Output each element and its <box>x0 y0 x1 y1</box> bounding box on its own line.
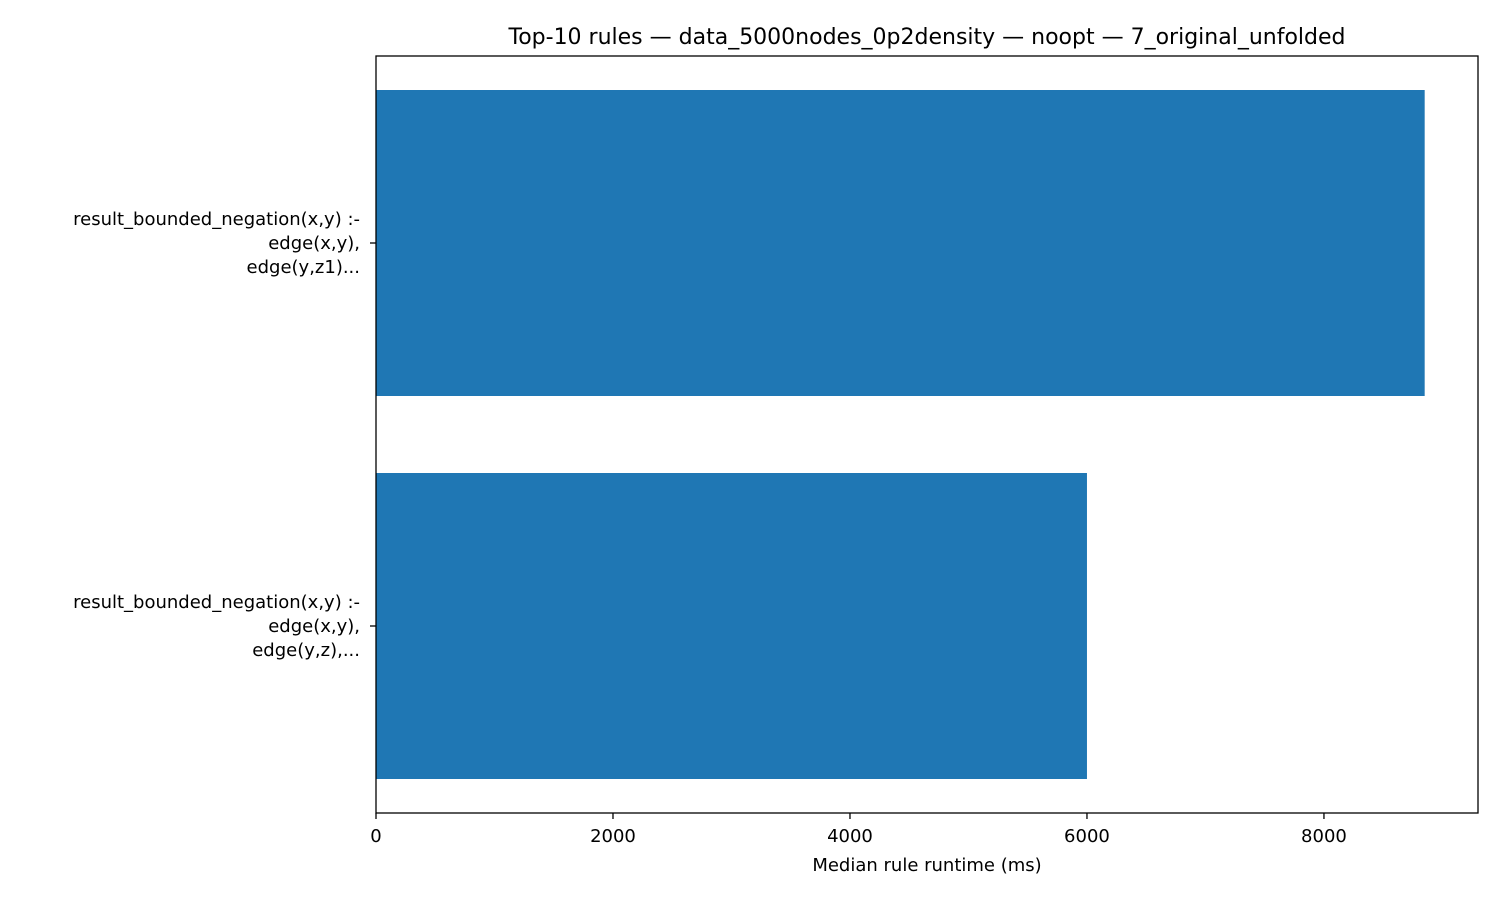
category-label-line: result_bounded_negation(x,y) :- <box>73 209 360 230</box>
category-label-2: result_bounded_negation(x,y) :- edge(x,y)… <box>73 592 360 661</box>
x-tick-label-6000: 6000 <box>1064 826 1110 847</box>
bars-group <box>376 90 1425 779</box>
x-tick-label-4000: 4000 <box>827 826 873 847</box>
x-tick-label-2000: 2000 <box>590 826 636 847</box>
chart-title: Top-10 rules — data_5000nodes_0p2density… <box>508 25 1346 50</box>
category-label-line: edge(x,y), <box>268 233 360 254</box>
x-axis-ticks: 0 2000 4000 6000 8000 <box>370 813 1347 847</box>
bar-2 <box>376 473 1087 779</box>
category-label-line: edge(y,z),... <box>252 640 360 661</box>
category-label-line: edge(x,y), <box>268 616 360 637</box>
category-label-1: result_bounded_negation(x,y) :- edge(x,y)… <box>73 209 360 278</box>
x-tick-label-8000: 8000 <box>1301 826 1347 847</box>
category-label-line: result_bounded_negation(x,y) :- <box>73 592 360 613</box>
plot-frame <box>375 55 1479 814</box>
x-axis-label: Median rule runtime (ms) <box>812 855 1041 876</box>
x-tick-label-0: 0 <box>370 826 381 847</box>
y-axis-categories: result_bounded_negation(x,y) :- edge(x,y)… <box>73 209 376 661</box>
bar-1 <box>376 90 1425 396</box>
category-label-line: edge(y,z1)... <box>247 257 360 278</box>
